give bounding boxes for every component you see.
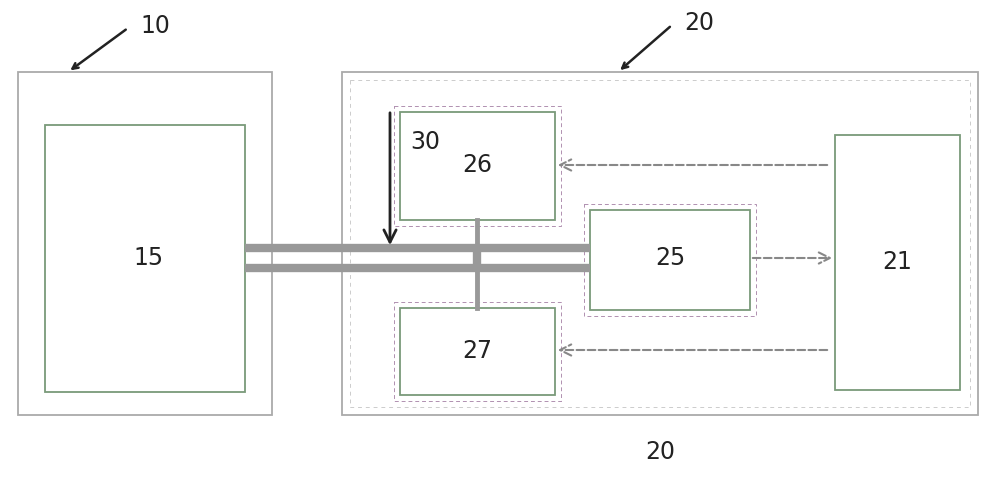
Bar <box>342 72 978 415</box>
Text: 25: 25 <box>655 246 685 270</box>
Bar <box>584 204 756 316</box>
Text: 26: 26 <box>462 153 492 177</box>
Text: 15: 15 <box>133 246 163 270</box>
Text: 21: 21 <box>882 250 912 274</box>
Bar <box>350 80 970 407</box>
Bar <box>590 210 750 310</box>
Bar <box>18 72 272 415</box>
Bar <box>400 308 555 395</box>
Bar <box>835 135 960 390</box>
Text: 20: 20 <box>645 440 675 464</box>
Bar <box>394 302 561 401</box>
Bar <box>400 112 555 220</box>
Text: 10: 10 <box>140 14 170 38</box>
Bar <box>394 106 561 226</box>
Text: 30: 30 <box>410 130 440 154</box>
Bar <box>45 125 245 392</box>
Text: 20: 20 <box>684 11 714 35</box>
Text: 27: 27 <box>462 339 492 363</box>
